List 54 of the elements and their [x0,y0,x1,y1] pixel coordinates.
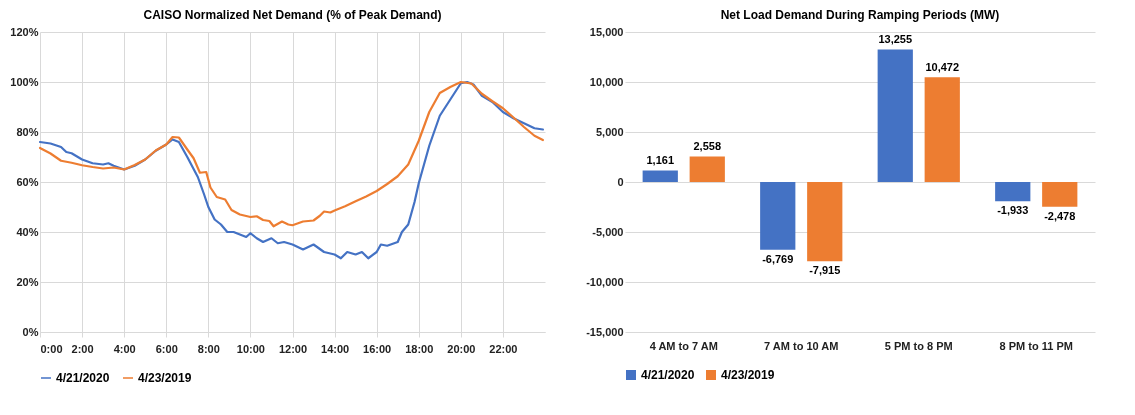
y-tick-label: 5,000 [595,125,624,138]
bar [1042,182,1078,207]
x-tick-label: 2:00 [71,342,94,355]
x-tick-label: 6:00 [155,342,178,355]
legend-label: 4/21/2020 [56,371,110,385]
y-tick-label: -5,000 [592,225,624,238]
x-tick-label: 18:00 [405,342,434,355]
data-label: 13,255 [878,33,913,46]
x-tick-label: 10:00 [236,342,265,355]
y-tick-label: 0% [22,325,39,338]
y-tick-label: -15,000 [586,325,624,338]
data-label: -6,769 [762,252,794,265]
data-label: -7,915 [809,264,841,277]
x-tick-label: 8 PM to 11 PM [999,339,1073,352]
legend-label: 4/21/2020 [641,368,695,382]
y-tick-label: 15,000 [589,25,624,38]
x-tick-label: 8:00 [197,342,220,355]
line-series [38,80,544,260]
data-label: -2,478 [1044,209,1076,222]
x-tick-label: 5 PM to 8 PM [884,339,953,352]
chart-title: Net Load Demand During Ramping Periods (MW) [720,8,1000,22]
x-tick-label: 20:00 [447,342,476,355]
legend-label: 4/23/2019 [138,371,192,385]
x-tick-label: 4 AM to 7 AM [649,339,718,352]
data-label: 1,161 [646,154,675,167]
x-tick-label: 22:00 [489,342,518,355]
legend-label: 4/23/2019 [721,368,775,382]
y-tick-label: 120% [10,25,39,38]
y-tick-label: 80% [16,125,39,138]
y-tick-label: -10,000 [586,275,624,288]
data-label: 10,472 [925,61,960,74]
x-tick-label: 16:00 [363,342,392,355]
bar [642,170,678,182]
bar [760,182,796,250]
data-label: -1,933 [997,204,1029,217]
bar [995,182,1031,202]
bar [877,49,913,182]
data-label: 2,558 [693,140,722,153]
bar [807,182,843,262]
line-series [38,80,544,228]
y-tick-label: 0 [617,175,624,188]
bar [924,77,960,182]
y-tick-label: 100% [10,75,39,88]
chart-title: CAISO Normalized Net Demand (% of Peak Demand) [143,8,442,22]
y-tick-label: 20% [16,275,39,288]
y-tick-label: 10,000 [589,75,624,88]
x-tick-label: 4:00 [113,342,136,355]
x-tick-label: 14:00 [321,342,350,355]
x-tick-label: 12:00 [278,342,308,355]
x-tick-label: 7 AM to 10 AM [764,339,839,352]
y-tick-label: 60% [16,175,39,188]
y-tick-label: 40% [16,225,39,238]
bar [689,156,725,182]
x-tick-label: 0:00 [40,342,63,355]
